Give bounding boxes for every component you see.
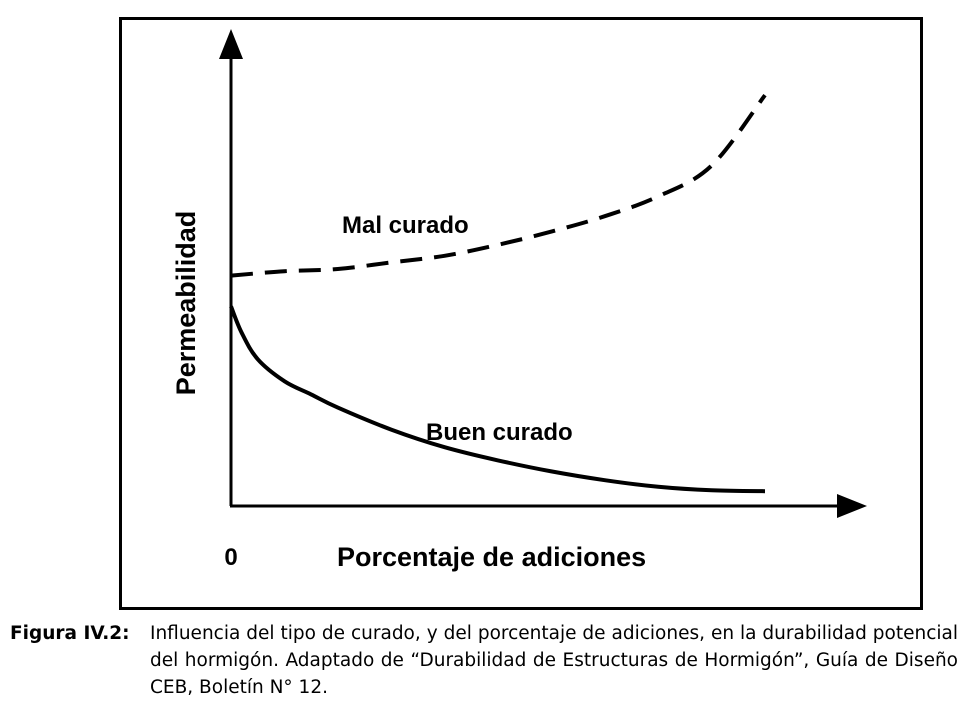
- x-tick-label-0: 0: [224, 544, 237, 571]
- series-label-mal-curado: Mal curado: [342, 212, 469, 239]
- series-line-mal-curado: [230, 93, 767, 278]
- caption-text: Influencia del tipo de curado, y del por…: [150, 623, 958, 698]
- chart: Mal curado Buen curado Permeabilidad 0 P…: [171, 29, 867, 572]
- series-line-buen-curado: [229, 305, 766, 494]
- figure-frame: Mal curado Buen curado Permeabilidad 0 P…: [119, 17, 923, 610]
- y-axis-label: Permeabilidad: [171, 211, 201, 396]
- series-label-buen-curado: Buen curado: [426, 419, 573, 446]
- caption-label: Figura IV.2:: [10, 623, 130, 644]
- x-axis-label: Porcentaje de adiciones: [337, 542, 646, 572]
